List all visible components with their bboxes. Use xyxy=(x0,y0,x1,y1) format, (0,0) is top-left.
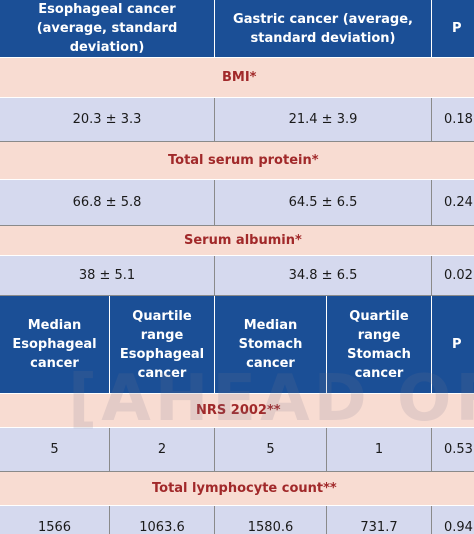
header-quartile-esophageal: Quartile range Esophageal cancer xyxy=(110,296,215,394)
header-esophageal: Esophageal cancer (average, standard dev… xyxy=(0,0,215,58)
albumin-esophageal: 38 ± 5.1 xyxy=(0,256,215,296)
nrs-quartile-esophageal: 2 xyxy=(110,428,215,472)
header-p-2: P xyxy=(432,296,474,394)
albumin-p: 0.02 xyxy=(432,256,474,296)
lymph-median-stomach: 1580.6 xyxy=(215,506,327,534)
lymph-median-esophageal: 1566 xyxy=(0,506,110,534)
section-bmi: BMI* xyxy=(0,58,474,98)
section-total-lymphocyte-count: Total lymphocyte count** xyxy=(0,472,474,506)
lymph-quartile-esophageal: 1063.6 xyxy=(110,506,215,534)
header-p: P xyxy=(432,0,474,58)
section-nrs-2002: NRS 2002** xyxy=(0,394,474,428)
albumin-gastric: 34.8 ± 6.5 xyxy=(215,256,432,296)
lymph-p: 0.94 xyxy=(432,506,474,534)
section-serum-albumin: Serum albumin* xyxy=(0,226,474,256)
header-gastric: Gastric cancer (average, standard deviat… xyxy=(215,0,432,58)
header-quartile-stomach: Quartile range Stomach cancer xyxy=(327,296,432,394)
bmi-esophageal: 20.3 ± 3.3 xyxy=(0,98,215,142)
nrs-quartile-stomach: 1 xyxy=(327,428,432,472)
section-total-serum-protein: Total serum protein* xyxy=(0,142,474,180)
header-median-esophageal: Median Esophageal cancer xyxy=(0,296,110,394)
protein-esophageal: 66.8 ± 5.8 xyxy=(0,180,215,226)
bmi-gastric: 21.4 ± 3.9 xyxy=(215,98,432,142)
nrs-median-stomach: 5 xyxy=(215,428,327,472)
nrs-p: 0.53 xyxy=(432,428,474,472)
header-median-stomach: Median Stomach cancer xyxy=(215,296,327,394)
nrs-median-esophageal: 5 xyxy=(0,428,110,472)
bmi-p: 0.18 xyxy=(432,98,474,142)
protein-gastric: 64.5 ± 6.5 xyxy=(215,180,432,226)
protein-p: 0.24 xyxy=(432,180,474,226)
lymph-quartile-stomach: 731.7 xyxy=(327,506,432,534)
